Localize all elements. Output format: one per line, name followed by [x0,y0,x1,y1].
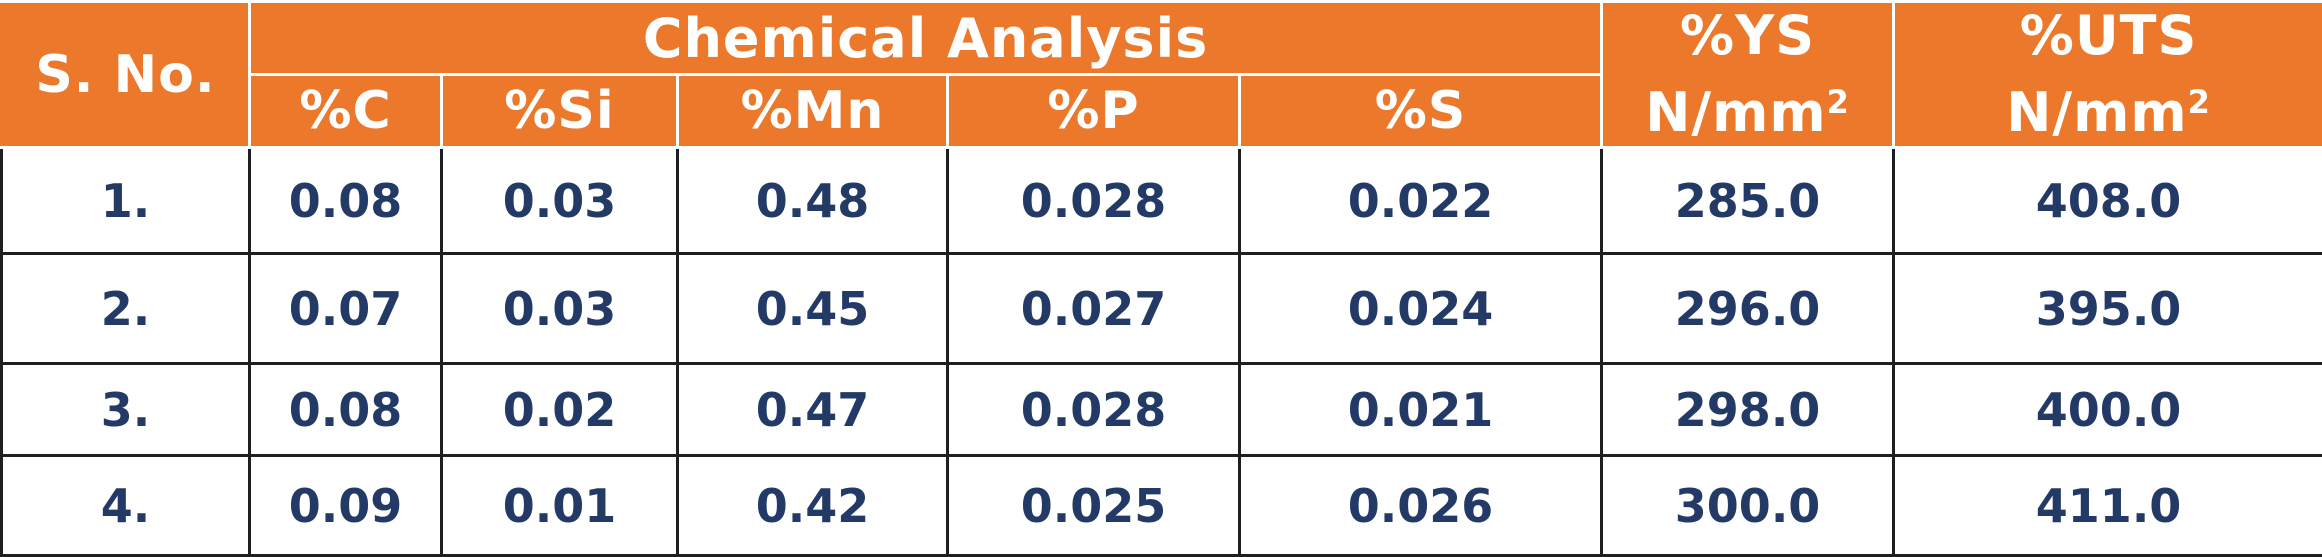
header-phosphorus: %P [948,75,1240,148]
cell-mn: 0.42 [678,456,948,556]
cell-sno: 3. [2,364,250,456]
header-ys-unit: N/mm2 [1603,69,1892,146]
cell-mn: 0.45 [678,254,948,364]
header-ys-label: %YS [1603,3,1892,69]
header-manganese: %Mn [678,75,948,148]
cell-si: 0.03 [442,148,678,254]
table-header: S. No. Chemical Analysis %YS N/mm2 %UTS … [2,2,2322,148]
cell-c: 0.08 [250,148,442,254]
cell-p: 0.028 [948,364,1240,456]
cell-uts: 411.0 [1894,456,2322,556]
table-row: 4. 0.09 0.01 0.42 0.025 0.026 300.0 411.… [2,456,2322,556]
header-chemical-analysis: Chemical Analysis [250,2,1602,75]
header-uts: %UTS N/mm2 [1894,2,2322,148]
header-uts-unit: N/mm2 [1895,69,2322,146]
table-row: 2. 0.07 0.03 0.45 0.027 0.024 296.0 395.… [2,254,2322,364]
cell-si: 0.02 [442,364,678,456]
cell-ys: 285.0 [1602,148,1894,254]
cell-si: 0.03 [442,254,678,364]
header-sno: S. No. [2,2,250,148]
cell-c: 0.07 [250,254,442,364]
cell-sno: 4. [2,456,250,556]
cell-c: 0.08 [250,364,442,456]
cell-s: 0.024 [1240,254,1602,364]
cell-uts: 400.0 [1894,364,2322,456]
cell-uts: 408.0 [1894,148,2322,254]
cell-s: 0.026 [1240,456,1602,556]
cell-si: 0.01 [442,456,678,556]
header-silicon: %Si [442,75,678,148]
cell-p: 0.025 [948,456,1240,556]
cell-sno: 1. [2,148,250,254]
cell-uts: 395.0 [1894,254,2322,364]
header-carbon: %C [250,75,442,148]
header-sulphur: %S [1240,75,1602,148]
cell-ys: 300.0 [1602,456,1894,556]
cell-ys: 296.0 [1602,254,1894,364]
header-ys: %YS N/mm2 [1602,2,1894,148]
cell-p: 0.027 [948,254,1240,364]
header-uts-label: %UTS [1895,3,2322,69]
cell-p: 0.028 [948,148,1240,254]
table-row: 3. 0.08 0.02 0.47 0.028 0.021 298.0 400.… [2,364,2322,456]
cell-ys: 298.0 [1602,364,1894,456]
cell-c: 0.09 [250,456,442,556]
cell-s: 0.021 [1240,364,1602,456]
table-body: 1. 0.08 0.03 0.48 0.028 0.022 285.0 408.… [2,148,2322,556]
cell-sno: 2. [2,254,250,364]
table-row: 1. 0.08 0.03 0.48 0.028 0.022 285.0 408.… [2,148,2322,254]
cell-mn: 0.47 [678,364,948,456]
cell-mn: 0.48 [678,148,948,254]
cell-s: 0.022 [1240,148,1602,254]
